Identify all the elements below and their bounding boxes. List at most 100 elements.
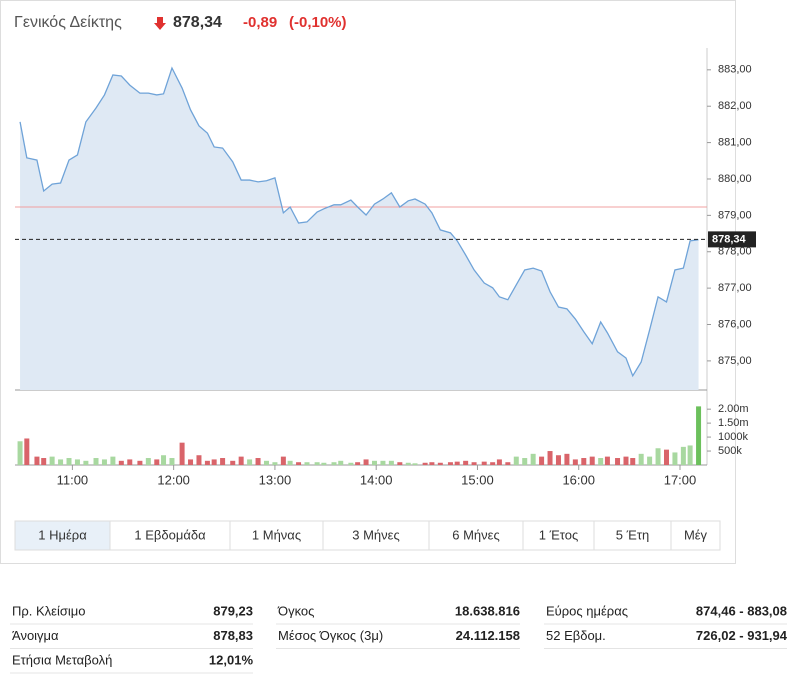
volume-bar bbox=[630, 458, 636, 465]
volume-bar bbox=[137, 460, 143, 465]
volume-bar bbox=[530, 453, 536, 465]
volume-bar bbox=[555, 455, 561, 465]
volume-bar bbox=[437, 462, 443, 465]
volume-bar bbox=[505, 462, 511, 465]
volume-bar bbox=[169, 458, 175, 465]
tab-label[interactable]: 1 Εβδομάδα bbox=[134, 527, 206, 542]
tab[interactable] bbox=[14, 520, 111, 551]
tab[interactable] bbox=[593, 520, 672, 551]
volume-bar bbox=[204, 460, 210, 465]
y-tick-label: 883,00 bbox=[718, 64, 752, 76]
volume-bar bbox=[321, 462, 327, 465]
volume-bar bbox=[280, 456, 286, 465]
change: -0,89 bbox=[243, 14, 277, 31]
tab-label[interactable]: 3 Μήνες bbox=[352, 527, 399, 542]
y-tick-label: 881,00 bbox=[718, 137, 752, 149]
stat-label: Εύρος ημέρας bbox=[546, 603, 628, 618]
volume-bar bbox=[110, 456, 116, 465]
index-name: Γενικός Δείκτης bbox=[14, 14, 122, 31]
volume-bar bbox=[463, 460, 469, 465]
volume-bar bbox=[564, 453, 570, 465]
volume-bar bbox=[179, 442, 185, 465]
volume-bar bbox=[372, 460, 378, 465]
volume-bar bbox=[348, 462, 354, 465]
down-arrow bbox=[154, 17, 166, 30]
volume-bar bbox=[513, 456, 519, 465]
stat-label: Άνοιγμα bbox=[12, 628, 59, 643]
volume-bar bbox=[447, 462, 453, 465]
y-tick-label: 877,00 bbox=[718, 282, 752, 294]
volume-bar bbox=[154, 459, 160, 465]
volume-bar bbox=[623, 456, 629, 465]
volume-bar bbox=[598, 458, 604, 465]
volume-bar bbox=[604, 456, 610, 465]
volume-bar bbox=[296, 462, 302, 465]
volume-bar bbox=[83, 460, 89, 465]
stat-label: 52 Εβδομ. bbox=[546, 628, 606, 643]
volume-bar bbox=[397, 462, 403, 465]
y2-tick-label: 500k bbox=[718, 445, 742, 457]
stat-value: 874,46 - 883,08 bbox=[696, 603, 787, 618]
tab-label[interactable]: 5 Έτη bbox=[616, 527, 649, 542]
plot: 875,00 876,00 877,00 878,00 879,00 880,00 881,… bbox=[15, 48, 756, 487]
volume-bar bbox=[672, 452, 678, 465]
tab-label[interactable]: Μέγ bbox=[684, 527, 708, 542]
last-price-label: 878,34 bbox=[712, 233, 747, 245]
volume-bar bbox=[17, 441, 23, 465]
tab-label[interactable]: 6 Μήνες bbox=[452, 527, 499, 542]
volume-bar bbox=[454, 461, 460, 465]
stat-label: Πρ. Κλείσιμο bbox=[12, 603, 86, 618]
tab[interactable] bbox=[229, 520, 324, 551]
volume-bar bbox=[188, 459, 194, 465]
volume-bar bbox=[49, 456, 55, 465]
volume-bar bbox=[127, 459, 133, 465]
tab-label[interactable]: 1 Έτος bbox=[539, 527, 578, 542]
volume-bar bbox=[287, 460, 293, 465]
tab[interactable] bbox=[522, 520, 595, 551]
volume-bar bbox=[161, 455, 167, 465]
y2-tick-label: 1000k bbox=[718, 431, 748, 443]
volume-bar bbox=[655, 448, 661, 465]
volume-bar bbox=[522, 458, 528, 465]
x-tick-label: 12:00 bbox=[157, 472, 190, 487]
volume-bar bbox=[230, 460, 236, 465]
tab[interactable] bbox=[670, 520, 721, 551]
y-tick-label: 875,00 bbox=[718, 355, 752, 367]
volume-bar bbox=[247, 459, 253, 465]
stats: Πρ. Κλείσιμο 879,23 Άνοιγμα 878,83 Ετήσια Με… bbox=[10, 603, 788, 674]
volume-bar bbox=[331, 462, 337, 465]
volume-bar bbox=[118, 460, 124, 465]
x-tick-label: 11:00 bbox=[57, 472, 89, 487]
volume-bar bbox=[589, 456, 595, 465]
y-tick-label: 882,00 bbox=[718, 100, 752, 112]
volume-bar bbox=[196, 455, 202, 465]
tab-label[interactable]: 1 Ημέρα bbox=[38, 527, 87, 542]
y2-tick-label: 2.00m bbox=[718, 403, 749, 415]
stat-value: 878,83 bbox=[213, 628, 253, 643]
x-tick-label: 13:00 bbox=[259, 472, 292, 487]
x-tick-label: 16:00 bbox=[562, 472, 595, 487]
volume-bar bbox=[663, 449, 669, 465]
stat-value: 726,02 - 931,94 bbox=[696, 628, 788, 643]
y-tick-label: 880,00 bbox=[718, 173, 752, 185]
volume-bar bbox=[490, 462, 496, 465]
change-percent: (-0,10%) bbox=[289, 14, 347, 31]
volume-bar bbox=[696, 406, 702, 465]
tab-label[interactable]: 1 Μήνας bbox=[252, 527, 301, 542]
volume-bar bbox=[363, 459, 369, 465]
volume-bar bbox=[263, 460, 269, 465]
volume-bar bbox=[539, 456, 545, 465]
volume-bar bbox=[93, 458, 99, 465]
volume-bar bbox=[496, 459, 502, 465]
volume-bar bbox=[211, 459, 217, 465]
volume-bar bbox=[572, 459, 578, 465]
x-tick-label: 14:00 bbox=[360, 472, 393, 487]
tab[interactable] bbox=[109, 520, 231, 551]
volume-bar bbox=[380, 460, 386, 465]
volume-bar bbox=[581, 458, 587, 465]
volume-bar bbox=[272, 462, 278, 465]
volume-bar bbox=[255, 458, 261, 465]
volume-bar bbox=[471, 462, 477, 465]
